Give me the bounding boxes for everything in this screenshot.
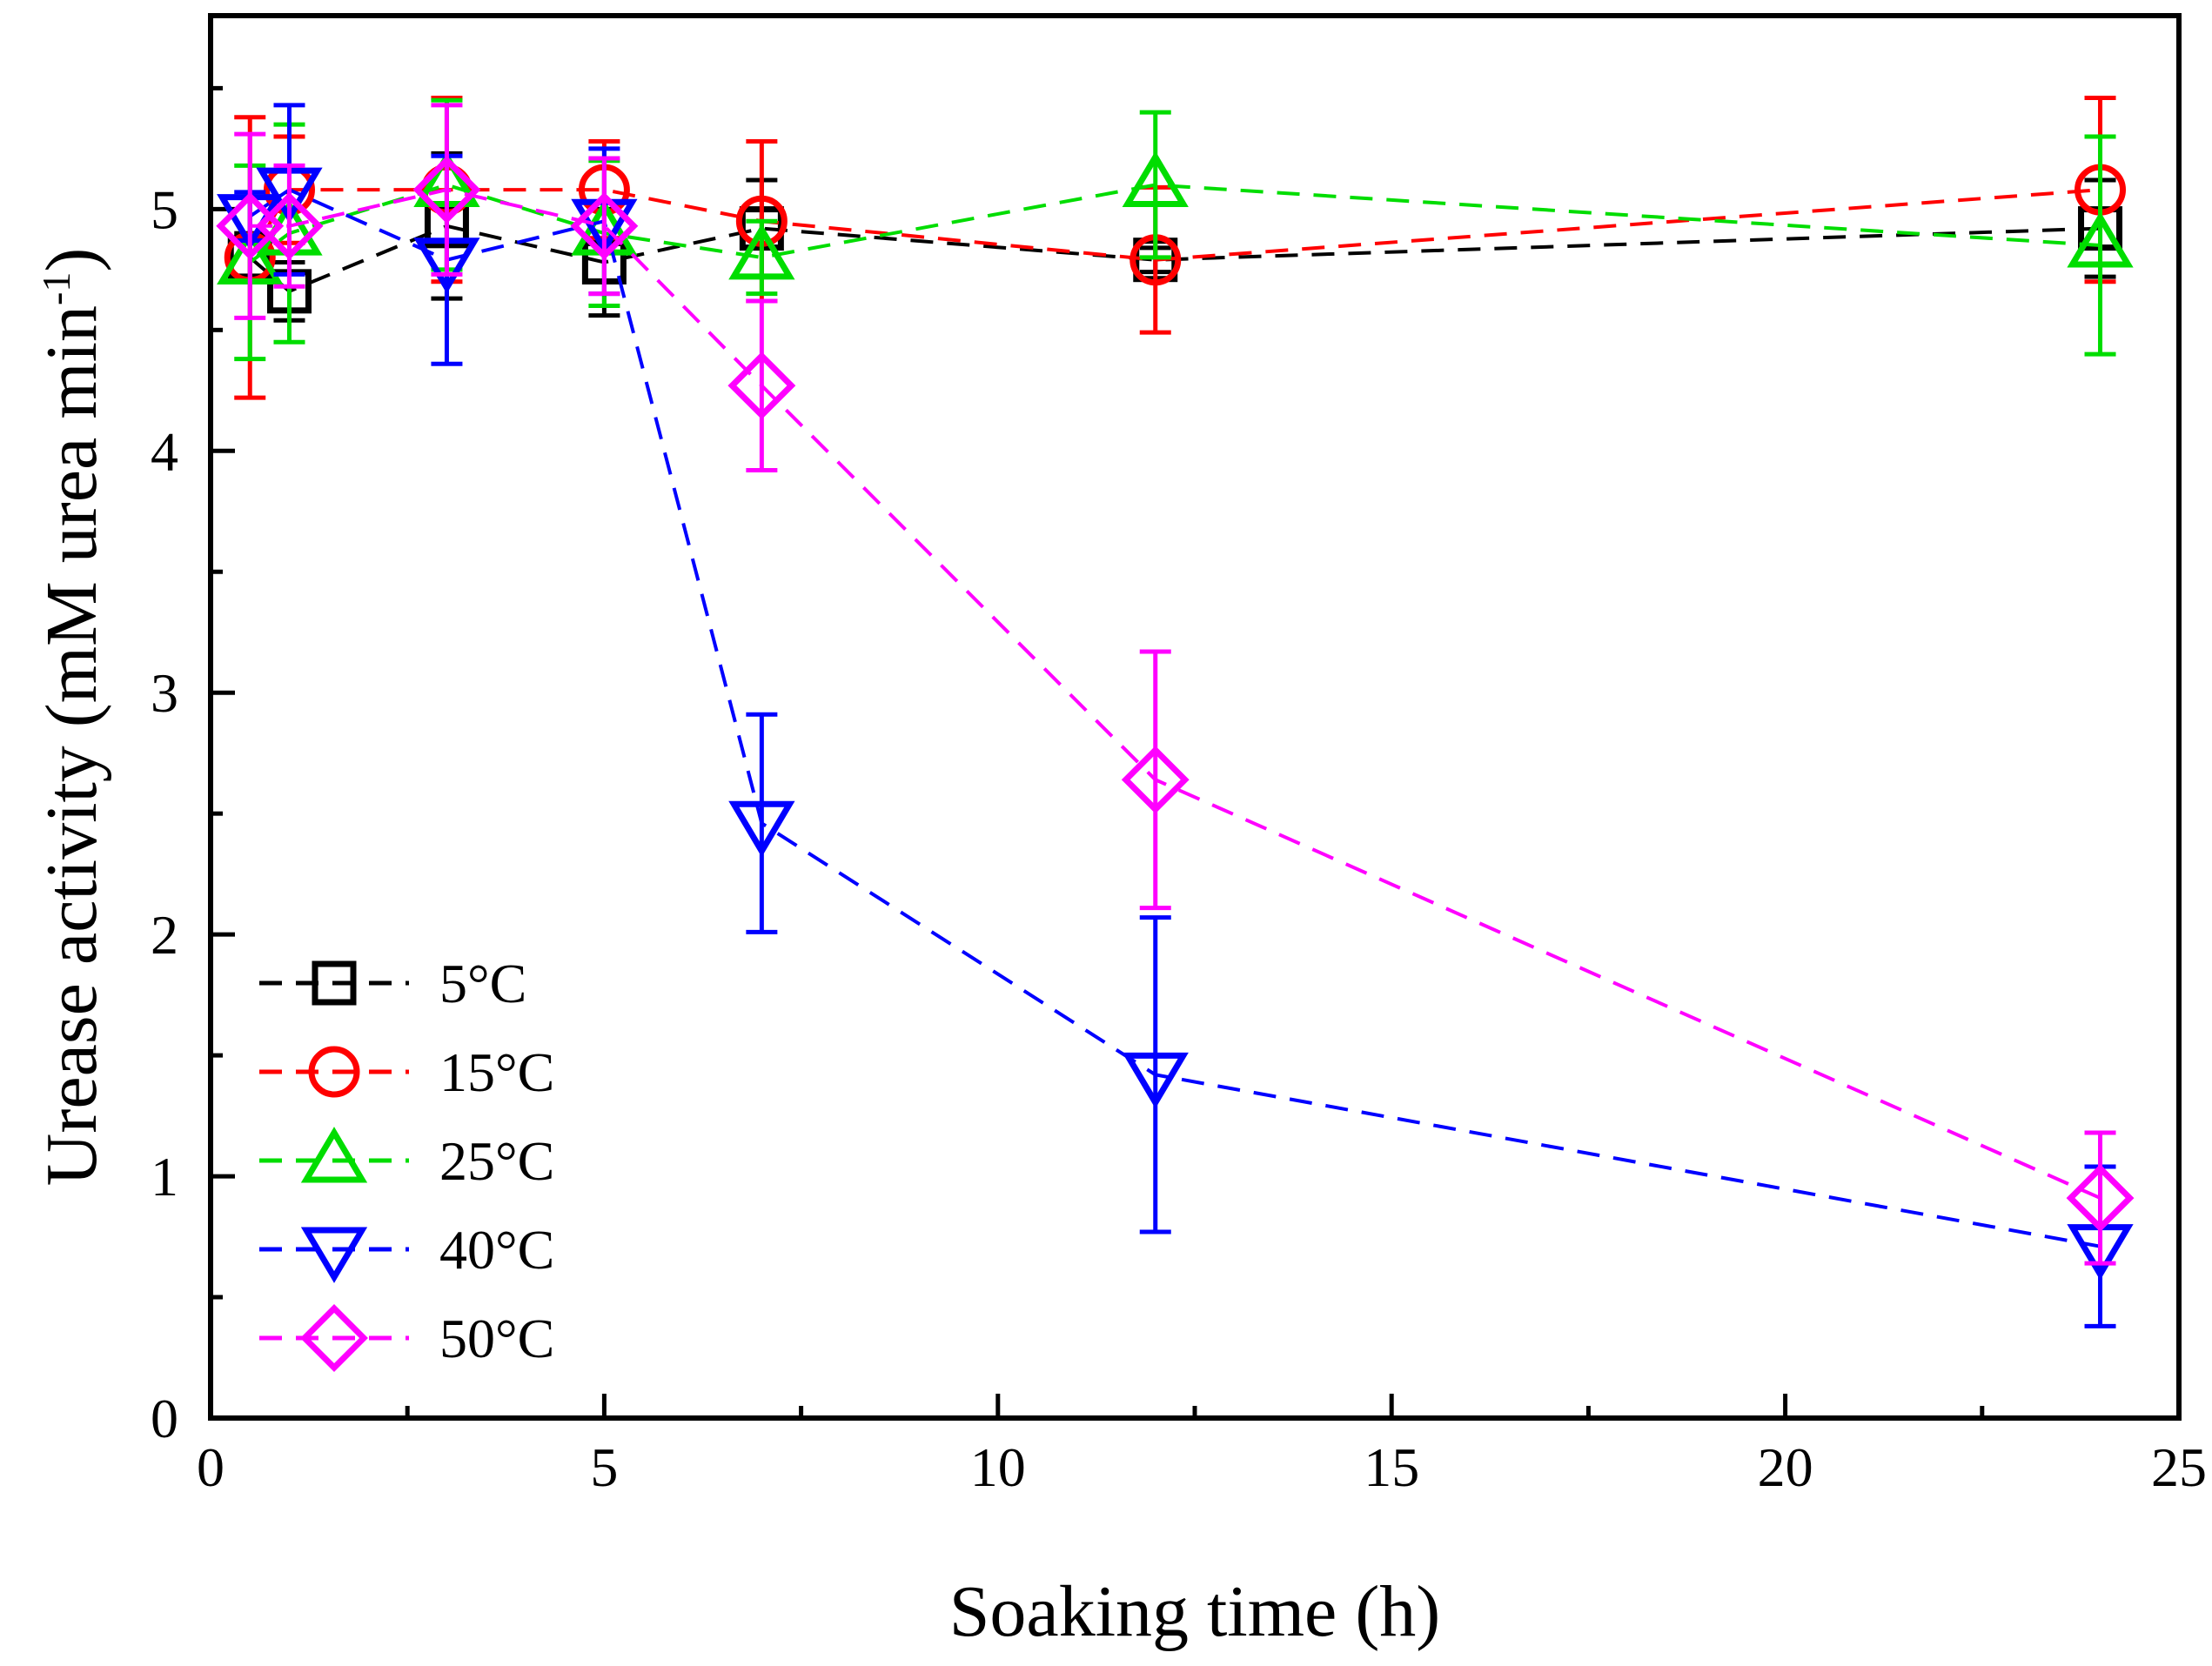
- square-marker: [312, 960, 357, 1006]
- triangle-up-marker: [300, 1127, 368, 1183]
- triangle-down-marker: [728, 800, 795, 858]
- y-tick-label: 5: [151, 178, 178, 240]
- series-1: [224, 95, 2127, 400]
- legend-label: 50°C: [439, 1308, 554, 1369]
- y-axis-title-main: Urease activity (mM urea min: [31, 305, 112, 1186]
- ticks-layer: 0 5 10 15 20 25 0 1 2 3 4 5: [151, 85, 2207, 1498]
- legend-item: 25°C: [259, 1127, 554, 1192]
- y-tick-label: 0: [151, 1388, 178, 1449]
- diamond-marker: [412, 156, 481, 224]
- y-tick-label: 2: [151, 904, 178, 966]
- legend-item: 5°C: [259, 953, 526, 1014]
- legend-label: 40°C: [439, 1219, 554, 1281]
- legend-item: 15°C: [259, 1041, 554, 1103]
- y-axis-title-sup: -1: [34, 272, 78, 305]
- y-tick-label: 4: [151, 420, 178, 482]
- diamond-marker: [570, 191, 639, 260]
- diamond-marker: [1121, 746, 1190, 814]
- triangle-down-marker: [300, 1227, 368, 1283]
- series-layer: [216, 95, 2135, 1328]
- legend-item: 40°C: [259, 1219, 554, 1283]
- series-0: [227, 151, 2123, 323]
- triangle-up-marker: [2067, 211, 2134, 268]
- x-axis-title: Soaking time (h): [949, 1571, 1441, 1652]
- series-4: [216, 103, 2135, 1266]
- diamond-marker: [727, 351, 796, 420]
- triangle-up-marker: [1122, 151, 1189, 208]
- legend-item: 50°C: [259, 1304, 554, 1372]
- triangle-up-marker: [728, 224, 795, 280]
- x-tick-label: 15: [1364, 1436, 1419, 1498]
- x-tick-label: 25: [2151, 1436, 2207, 1498]
- y-axis-title-close: ): [31, 248, 112, 272]
- legend-label: 15°C: [439, 1041, 554, 1103]
- diamond-marker: [255, 191, 324, 260]
- y-tick-label: 1: [151, 1146, 178, 1208]
- legend-label: 25°C: [439, 1130, 554, 1192]
- x-tick-label: 5: [590, 1436, 618, 1498]
- legend: 5°C 15°C 25°C 40°C 50°C: [259, 953, 554, 1372]
- x-tick-label: 0: [197, 1436, 225, 1498]
- x-tick-label: 20: [1758, 1436, 1813, 1498]
- x-tick-label: 10: [970, 1436, 1026, 1498]
- triangle-down-marker: [1122, 1052, 1189, 1109]
- y-axis-title: Urease activity (mM urea min-1): [31, 248, 112, 1187]
- series-2: [217, 97, 2134, 362]
- diamond-marker: [2066, 1164, 2135, 1233]
- y-tick-label: 3: [151, 662, 178, 724]
- circle-marker: [308, 1046, 360, 1098]
- diamond-marker: [300, 1304, 368, 1372]
- legend-label: 5°C: [439, 953, 526, 1014]
